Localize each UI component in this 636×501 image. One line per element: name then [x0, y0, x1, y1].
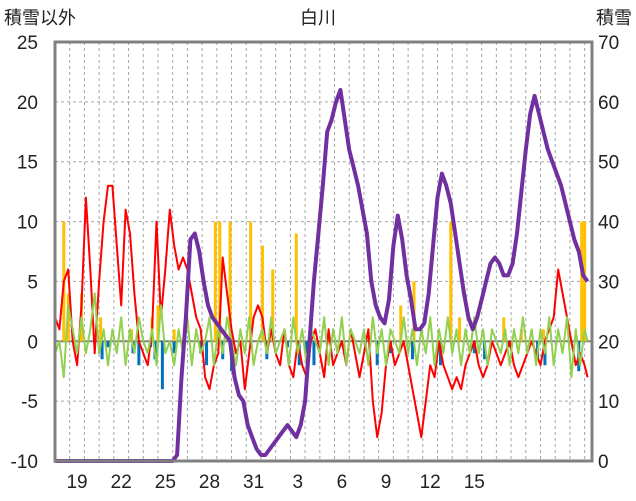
y-axis-right-ticks: 0 10 20 30 40 50 60 70 [598, 33, 619, 473]
chart-title: 白川 [300, 8, 336, 28]
snow-change-bar [106, 341, 110, 348]
precip-bar [156, 305, 160, 342]
x-tick-label: 6 [337, 472, 348, 493]
y-right-tick-label: 30 [598, 272, 619, 293]
grid [55, 41, 592, 462]
series-lines [54, 87, 590, 463]
y-right-tick-label: 60 [598, 93, 619, 114]
x-tick-label: 12 [420, 472, 441, 493]
precip-bar [580, 221, 584, 342]
snow-change-bar [483, 341, 487, 360]
x-tick-label: 22 [111, 472, 132, 493]
snow-change-bar [172, 341, 176, 354]
snow-change-bar [137, 341, 141, 366]
precip-bar [399, 305, 403, 342]
y-axis-right-label: 積雪 [596, 8, 632, 28]
precip-bar [228, 221, 232, 342]
snow-change-bar [205, 341, 209, 366]
x-axis-ticks: 19 22 25 28 31 3 6 9 12 15 [66, 472, 484, 493]
precip-bar [260, 245, 264, 342]
y-right-tick-label: 40 [598, 213, 619, 234]
snow-change-bar [199, 341, 203, 354]
snow-change-bar [100, 341, 104, 360]
precip-bar [458, 317, 462, 342]
y-left-tick-label: 25 [17, 33, 38, 54]
x-tick-label: 28 [199, 472, 220, 493]
y-left-tick-label: 10 [17, 213, 38, 234]
y-left-tick-label: 0 [27, 332, 38, 353]
snow-change-bar [305, 341, 309, 354]
y-axis-left-ticks: -10 -5 0 5 10 15 20 25 [11, 33, 38, 473]
y-axis-left-label: 積雪以外 [4, 8, 76, 28]
snow-change-bar [285, 341, 289, 348]
snow-depth-line [55, 87, 590, 463]
y-left-tick-label: -10 [11, 452, 38, 473]
x-tick-label: 15 [464, 472, 485, 493]
x-tick-label: 31 [243, 472, 264, 493]
y-left-tick-label: 20 [17, 93, 38, 114]
y-right-tick-label: 0 [598, 452, 609, 473]
precip-bar [449, 221, 453, 342]
snow-change-bar [472, 341, 476, 354]
x-tick-label: 25 [155, 472, 176, 493]
x-tick-label: 9 [381, 472, 392, 493]
snow-change-bar [312, 341, 316, 366]
precip-bar [99, 317, 103, 342]
y-right-tick-label: 20 [598, 332, 619, 353]
precip-bar [213, 221, 217, 342]
precip-bar [502, 317, 506, 342]
snow-change-bar [160, 341, 164, 390]
plot-frame [53, 40, 594, 463]
precip-bar [172, 329, 176, 342]
precip-bar [271, 269, 275, 342]
precip-bar [541, 329, 545, 342]
snow-change-bar [388, 341, 392, 354]
precip-bar [249, 221, 253, 342]
y-right-tick-label: 50 [598, 153, 619, 174]
precip-bar [294, 233, 298, 342]
precip-bar [583, 221, 587, 342]
y-right-tick-label: 10 [598, 392, 619, 413]
y-right-tick-label: 70 [598, 33, 619, 54]
temperature-line [54, 184, 589, 439]
x-tick-label: 19 [66, 472, 87, 493]
y-left-tick-label: 5 [27, 272, 38, 293]
snow-change-bar [411, 341, 415, 360]
x-tick-label: 3 [292, 472, 303, 493]
y-left-tick-label: -5 [21, 392, 38, 413]
y-left-tick-label: 15 [17, 153, 38, 174]
precip-bar [218, 221, 222, 342]
temp-change-line [54, 292, 589, 379]
